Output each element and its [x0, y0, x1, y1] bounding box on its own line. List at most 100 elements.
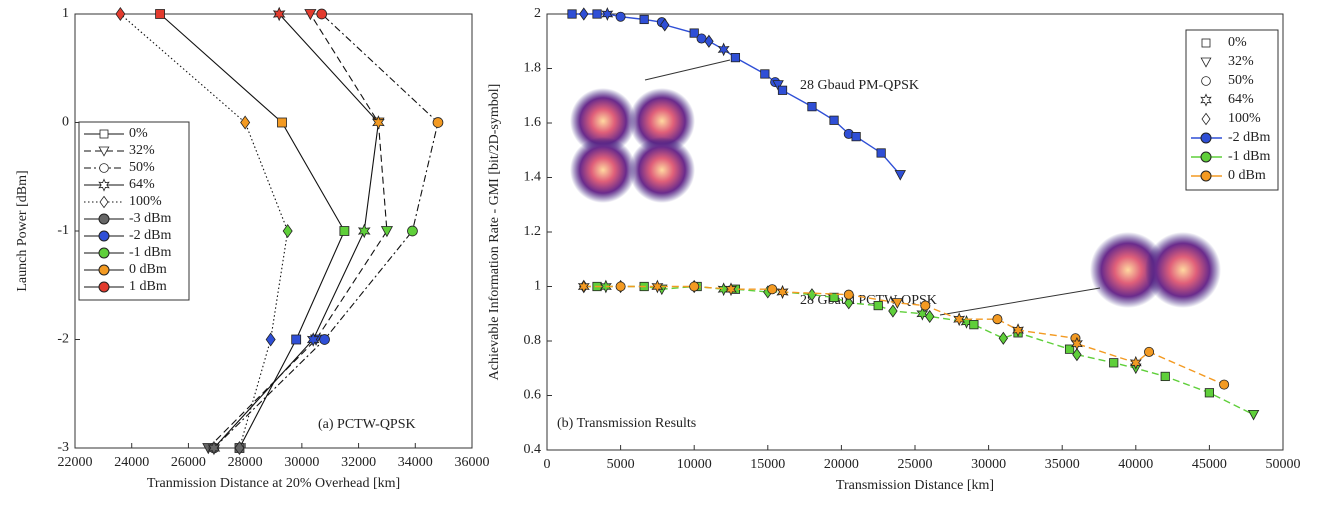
marker	[234, 441, 245, 455]
marker	[767, 284, 778, 295]
marker	[1070, 336, 1083, 351]
y-tick-label: -2	[57, 332, 69, 347]
marker	[851, 132, 861, 142]
marker	[277, 117, 287, 128]
marker	[1129, 355, 1142, 370]
legend-marker	[1200, 132, 1212, 144]
legend-marker	[1200, 170, 1212, 182]
marker	[115, 7, 126, 21]
legend-label: 32%	[1228, 54, 1254, 69]
marker	[1072, 348, 1082, 362]
x-tick-label: 15000	[750, 457, 785, 472]
legend-marker	[1200, 151, 1212, 163]
x-axis-label: Transmission Distance [km]	[836, 478, 994, 493]
series-line	[213, 13, 379, 449]
legend-label: -1 dBm	[129, 245, 172, 260]
y-tick-label: 1.8	[524, 61, 542, 76]
marker	[1109, 358, 1119, 368]
legend-label: 0 dBm	[1228, 168, 1266, 183]
marker	[689, 28, 699, 38]
marker	[772, 80, 784, 91]
y-axis-label: Achievable Information Rate - GMI [bit/2…	[487, 84, 502, 381]
legend-marker	[98, 281, 110, 293]
y-tick-label: 1.4	[524, 170, 542, 185]
legend-marker	[98, 247, 110, 259]
series-line	[207, 13, 388, 449]
legend-label: 100%	[129, 194, 162, 209]
legend-label: 50%	[129, 160, 155, 175]
marker	[577, 279, 590, 294]
fit-line	[583, 285, 1254, 416]
marker	[99, 129, 109, 139]
marker	[920, 300, 931, 311]
x-tick-label: 24000	[114, 455, 149, 470]
marker	[704, 34, 714, 48]
marker	[1064, 344, 1075, 354]
marker	[1201, 76, 1211, 86]
marker	[319, 334, 330, 345]
x-tick-label: 50000	[1266, 457, 1301, 472]
marker	[306, 332, 320, 347]
marker	[579, 7, 589, 21]
marker	[99, 163, 109, 173]
marker	[265, 332, 276, 347]
legend-label: 50%	[1228, 73, 1254, 88]
x-tick-label: 20000	[824, 457, 859, 472]
y-tick-label: 1.2	[524, 224, 542, 239]
marker	[592, 9, 602, 19]
marker	[601, 7, 614, 21]
marker	[372, 115, 385, 130]
marker	[992, 314, 1003, 325]
series-line	[213, 13, 439, 449]
marker	[291, 334, 302, 345]
legend-label: -2 dBm	[129, 228, 172, 243]
marker	[1200, 57, 1212, 68]
x-tick-label: 32000	[341, 455, 376, 470]
marker	[717, 42, 730, 57]
marker	[339, 226, 350, 236]
marker	[240, 115, 251, 130]
marker	[776, 285, 789, 299]
marker	[1144, 346, 1155, 357]
y-tick-label: 2	[534, 6, 541, 21]
marker	[1201, 112, 1211, 126]
x-tick-label: 30000	[971, 457, 1006, 472]
marker	[407, 225, 418, 237]
legend-label: -2 dBm	[1228, 130, 1271, 145]
marker	[432, 117, 444, 128]
legend-label: 0%	[129, 126, 148, 141]
legend-label: -3 dBm	[129, 211, 172, 226]
marker	[272, 6, 286, 22]
marker	[760, 69, 770, 79]
marker	[615, 11, 626, 22]
y-tick-label: 1	[534, 279, 541, 294]
x-tick-label: 40000	[1118, 457, 1153, 472]
marker	[639, 14, 649, 25]
x-tick-label: 0	[544, 457, 551, 472]
legend-marker	[98, 230, 110, 242]
legend-label: 1 dBm	[129, 279, 167, 294]
marker	[316, 8, 328, 20]
annotation: (b) Transmission Results	[557, 416, 696, 431]
x-tick-label: 10000	[677, 457, 712, 472]
y-tick-label: 1	[62, 6, 69, 21]
marker	[998, 331, 1009, 345]
marker	[651, 279, 664, 294]
marker	[1204, 388, 1214, 398]
y-tick-label: -3	[57, 440, 69, 455]
y-tick-label: 0	[62, 115, 69, 130]
marker	[829, 292, 839, 303]
constellation-pm-qpsk	[570, 59, 731, 203]
x-tick-label: 34000	[398, 455, 433, 470]
x-tick-label: 26000	[171, 455, 206, 470]
legend-box	[1185, 29, 1279, 191]
marker	[916, 306, 929, 321]
legend-label: 64%	[1228, 92, 1254, 107]
marker	[876, 148, 886, 158]
legend-label: 32%	[129, 143, 155, 158]
marker	[99, 195, 109, 209]
legend-label: -1 dBm	[1228, 149, 1271, 164]
constellation-pctw-qpsk	[939, 232, 1221, 316]
x-tick-label: 28000	[228, 455, 263, 470]
